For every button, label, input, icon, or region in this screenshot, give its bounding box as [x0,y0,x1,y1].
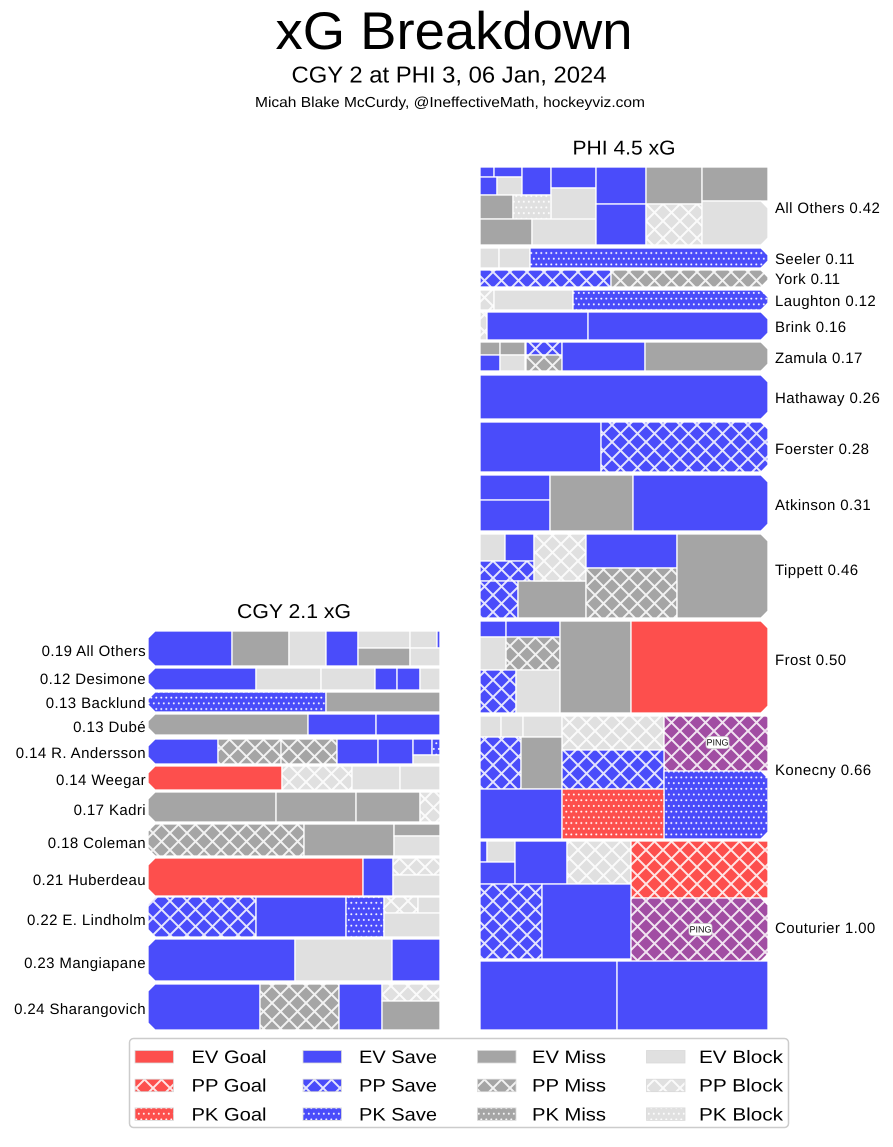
svg-text:0.17 Kadri: 0.17 Kadri [74,802,146,819]
svg-text:EV Save: EV Save [359,1047,437,1067]
svg-text:0.21 Huberdeau: 0.21 Huberdeau [33,872,146,889]
svg-text:PK Save: PK Save [359,1104,437,1124]
svg-text:Tippett 0.46: Tippett 0.46 [775,562,858,579]
svg-text:0.23 Mangiapane: 0.23 Mangiapane [24,955,146,972]
svg-text:Frost 0.50: Frost 0.50 [775,652,847,669]
svg-text:Hathaway 0.26: Hathaway 0.26 [775,390,880,407]
svg-text:Atkinson 0.31: Atkinson 0.31 [775,497,871,514]
svg-text:PING: PING [689,925,711,935]
svg-text:0.19 All Others: 0.19 All Others [42,643,146,660]
svg-text:EV Miss: EV Miss [532,1047,606,1067]
svg-text:Foerster 0.28: Foerster 0.28 [775,441,869,458]
svg-text:xG Breakdown: xG Breakdown [276,2,633,61]
svg-text:0.12 Desimone: 0.12 Desimone [40,671,146,688]
svg-text:Konecny 0.66: Konecny 0.66 [775,762,872,779]
svg-text:PING: PING [706,738,728,748]
svg-text:Laughton 0.12: Laughton 0.12 [775,293,876,310]
svg-text:York 0.11: York 0.11 [775,271,840,288]
svg-text:0.18 Coleman: 0.18 Coleman [48,835,146,852]
svg-text:Brink 0.16: Brink 0.16 [775,319,847,336]
svg-text:Micah Blake McCurdy, @Ineffect: Micah Blake McCurdy, @IneffectiveMath, h… [255,95,645,111]
svg-text:0.22 E. Lindholm: 0.22 E. Lindholm [27,912,146,929]
svg-text:PP Block: PP Block [699,1076,784,1096]
svg-text:EV Block: EV Block [699,1047,784,1067]
svg-text:0.13 Dubé: 0.13 Dubé [73,719,146,736]
svg-text:0.14 Weegar: 0.14 Weegar [56,772,146,789]
svg-text:CGY 2 at PHI 3, 06 Jan, 2024: CGY 2 at PHI 3, 06 Jan, 2024 [292,62,607,88]
svg-text:PP Save: PP Save [359,1076,437,1096]
svg-text:PP Miss: PP Miss [532,1076,606,1096]
svg-text:0.13 Backlund: 0.13 Backlund [46,695,146,712]
svg-text:0.24 Sharangovich: 0.24 Sharangovich [14,1001,146,1018]
svg-text:0.14 R. Andersson: 0.14 R. Andersson [16,745,146,762]
svg-text:CGY 2.1 xG: CGY 2.1 xG [237,601,351,623]
svg-text:All Others 0.42: All Others 0.42 [775,200,880,217]
svg-text:Couturier 1.00: Couturier 1.00 [775,920,876,937]
svg-text:EV Goal: EV Goal [192,1047,267,1067]
svg-text:PHI 4.5 xG: PHI 4.5 xG [573,138,676,160]
svg-text:PK Goal: PK Goal [192,1104,267,1124]
svg-text:PK Block: PK Block [699,1104,784,1124]
svg-text:PK Miss: PK Miss [532,1104,606,1124]
svg-text:PP Goal: PP Goal [192,1076,267,1096]
svg-text:Seeler 0.11: Seeler 0.11 [775,251,855,268]
svg-text:Zamula 0.17: Zamula 0.17 [775,350,863,367]
